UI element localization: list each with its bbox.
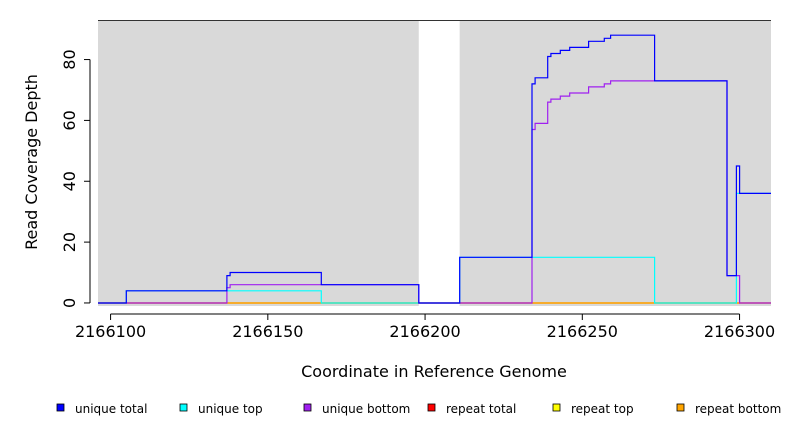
- y-tick-label: 20: [60, 232, 79, 252]
- y-tick-label: 40: [60, 171, 79, 191]
- legend-label: unique total: [75, 402, 147, 416]
- axes-layer: 2166100 2166150 2166200 2166250 2166300 0 20 40…: [60, 49, 775, 341]
- legend-label: repeat total: [446, 402, 516, 416]
- legend-swatch: [552, 403, 561, 412]
- y-axis-title: Read Coverage Depth: [22, 74, 41, 250]
- legend-label: repeat top: [571, 402, 634, 416]
- legend: unique total unique top unique bottom repea…: [56, 402, 781, 416]
- x-tick-label: 2166200: [389, 322, 460, 341]
- plot-background: [98, 20, 771, 306]
- legend-label: unique bottom: [322, 402, 410, 416]
- gap-region: [418, 20, 460, 306]
- y-tick-label: 60: [60, 110, 79, 130]
- legend-label: repeat bottom: [695, 402, 781, 416]
- x-tick-label: 2166150: [232, 322, 303, 341]
- y-tick-label: 0: [60, 298, 79, 308]
- legend-swatch: [676, 403, 685, 412]
- x-tick-label: 2166250: [547, 322, 618, 341]
- x-axis-title: Coordinate in Reference Genome: [301, 362, 567, 381]
- y-tick-label: 80: [60, 49, 79, 69]
- x-tick-label: 2166100: [75, 322, 146, 341]
- legend-swatch: [427, 403, 436, 412]
- legend-swatch: [179, 403, 188, 412]
- legend-swatch: [56, 403, 65, 412]
- series-line-unique-total: [98, 34, 771, 304]
- legend-label: unique top: [198, 402, 263, 416]
- series-layer: [98, 34, 771, 304]
- x-tick-label: 2166300: [704, 322, 775, 341]
- legend-swatch: [303, 403, 312, 412]
